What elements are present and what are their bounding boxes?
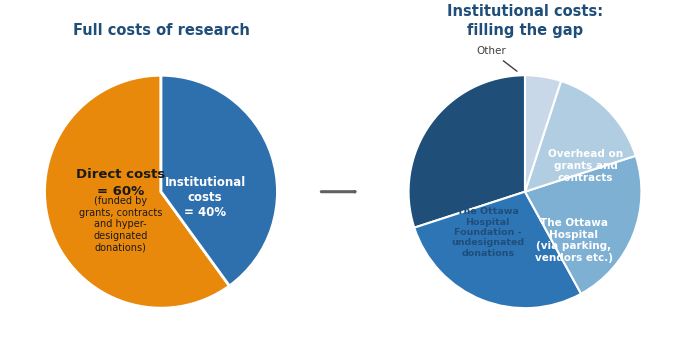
- Text: The Ottawa
Hospital
(via parking,
vendors etc.): The Ottawa Hospital (via parking, vendor…: [535, 218, 613, 263]
- Wedge shape: [525, 156, 641, 294]
- Wedge shape: [161, 75, 277, 286]
- Wedge shape: [45, 75, 230, 308]
- Text: Institutional
costs
= 40%: Institutional costs = 40%: [164, 176, 246, 219]
- Text: = 60%: = 60%: [97, 185, 144, 198]
- Text: (funded by
grants, contracts
and hyper-
designated
donations): (funded by grants, contracts and hyper- …: [78, 196, 162, 252]
- Title: Full costs of research: Full costs of research: [73, 23, 249, 38]
- Wedge shape: [409, 75, 525, 228]
- Text: Direct costs: Direct costs: [76, 168, 165, 181]
- Text: Investment
income: Investment income: [443, 152, 510, 173]
- Wedge shape: [525, 75, 561, 192]
- Text: Other: Other: [476, 46, 517, 71]
- Wedge shape: [525, 81, 636, 192]
- Title: Institutional costs:
filling the gap: Institutional costs: filling the gap: [447, 5, 603, 38]
- Wedge shape: [414, 192, 581, 308]
- Text: Overhead on
grants and
contracts: Overhead on grants and contracts: [548, 149, 623, 183]
- Text: The Ottawa
Hospital
Foundation -
undesignated
donations: The Ottawa Hospital Foundation - undesig…: [452, 207, 524, 258]
